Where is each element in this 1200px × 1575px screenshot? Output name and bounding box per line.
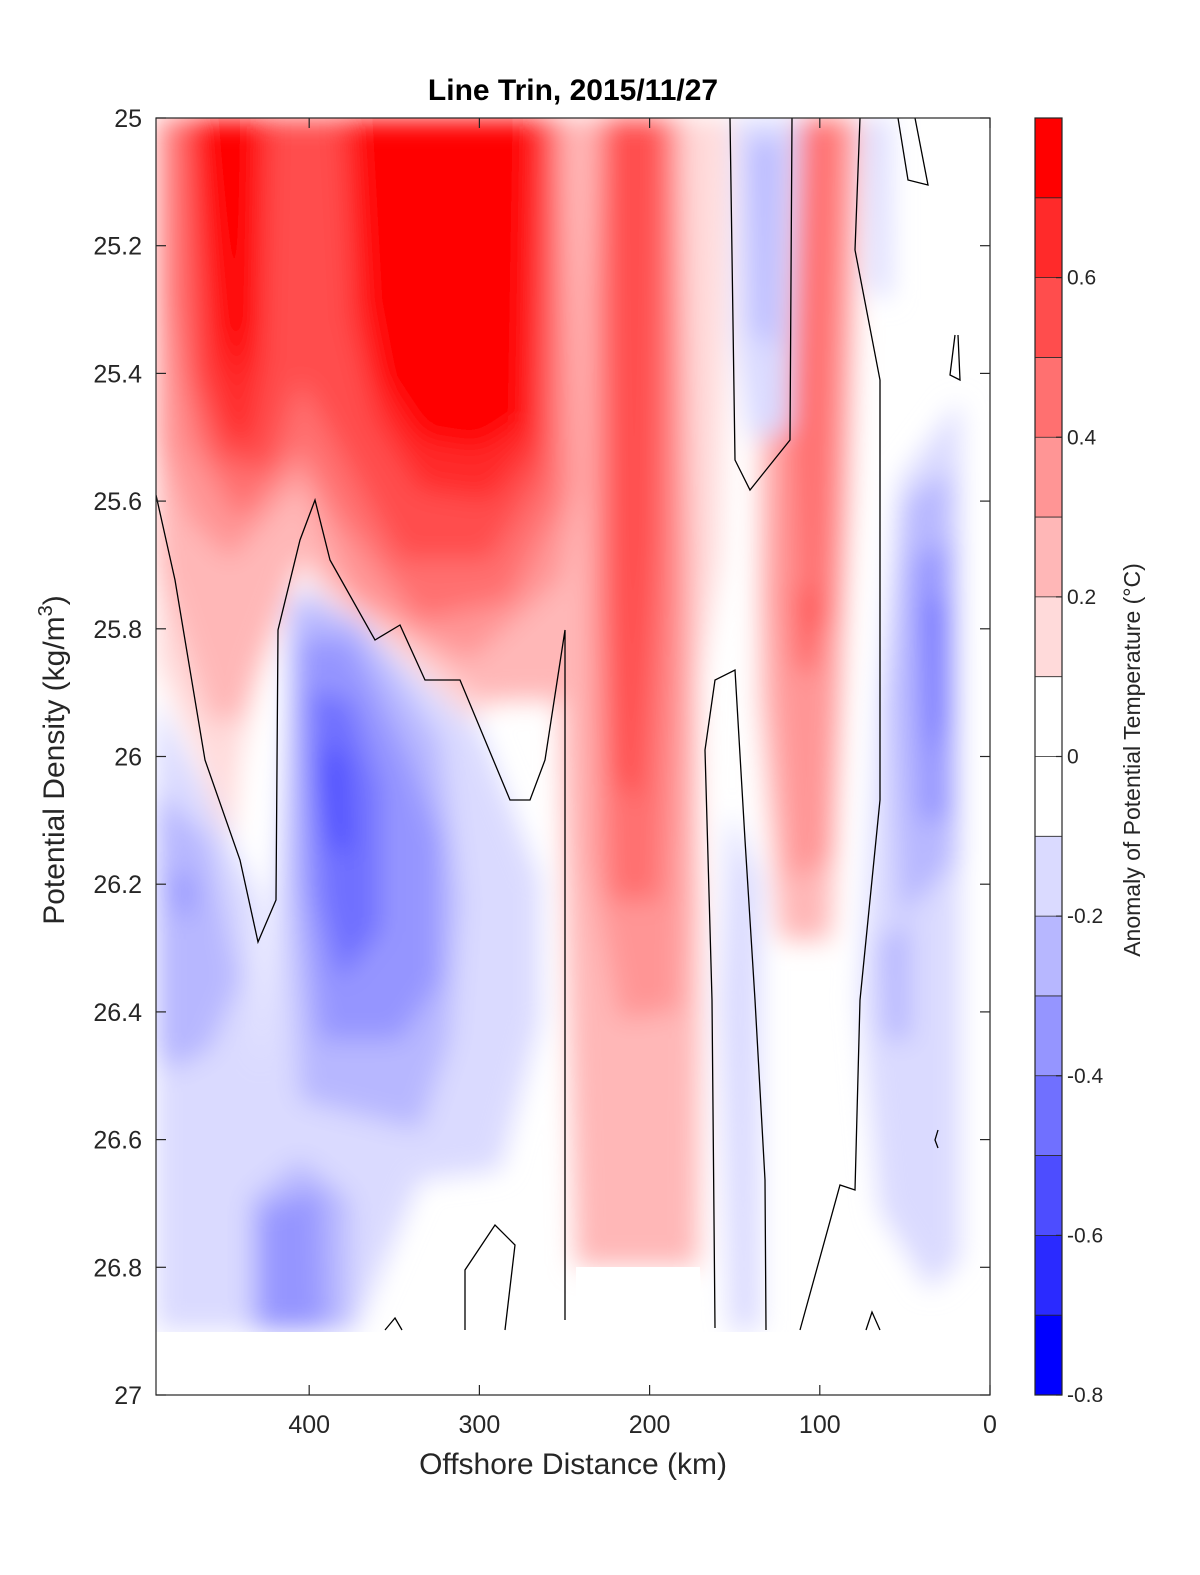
cold-region — [865, 118, 890, 300]
y-tick-label: 26.8 — [93, 1254, 142, 1282]
y-axis-label-main: Potential Density (kg/m — [38, 616, 71, 924]
warm-region — [790, 118, 840, 660]
warm-region — [795, 590, 815, 670]
no-data-region — [156, 1332, 990, 1395]
colorbar-band — [1035, 437, 1062, 518]
colorbar-band — [1035, 676, 1062, 757]
cold-region — [320, 740, 350, 850]
x-tick-label: 300 — [459, 1411, 501, 1439]
cold-region — [720, 810, 760, 1330]
colorbar-label: Anomaly of Potential Temperature (°C) — [1119, 563, 1145, 957]
colorbar-band — [1035, 1155, 1062, 1236]
colorbar-band — [1035, 517, 1062, 598]
colorbar-ticks: 0.6 0.4 0.2 0 -0.2 -0.4 -0.6 -0.8 — [1056, 267, 1104, 1407]
cold-region — [156, 790, 240, 1070]
plot-area — [156, 118, 990, 1395]
contour-line — [865, 1310, 881, 1331]
colorbar-tick-label: 0.2 — [1067, 586, 1096, 609]
colorbar-band — [1035, 197, 1062, 279]
contour-line — [949, 334, 961, 382]
colorbar-tick-label: 0 — [1067, 746, 1079, 769]
y-axis: 25 25.2 25.4 25.6 25.8 26 26.2 26.4 26.6 26.8 27 — [93, 105, 990, 1410]
contour-line — [704, 668, 767, 1331]
x-tick-label: 200 — [629, 1411, 671, 1439]
warm-region — [200, 118, 258, 380]
anomaly-field — [156, 118, 960, 1330]
zero-contours — [156, 118, 961, 1331]
x-axis: 400 300 200 100 0 — [288, 118, 997, 1439]
warm-region — [610, 118, 660, 800]
colorbar-tick-label: -0.4 — [1067, 1065, 1104, 1088]
cold-region — [260, 1190, 325, 1330]
y-tick-label: 26.2 — [93, 871, 142, 899]
colorbar-band — [1035, 995, 1062, 1077]
y-tick-label: 25.2 — [93, 233, 142, 261]
warm-region — [355, 118, 530, 450]
colorbar-band — [1035, 756, 1062, 837]
y-tick-label: 25 — [114, 105, 142, 133]
colorbar-band — [1035, 836, 1062, 917]
contour-line — [729, 118, 793, 492]
x-axis-label: Offshore Distance (km) — [419, 1448, 727, 1481]
colorbar-band — [1035, 118, 1062, 199]
y-tick-label: 25.8 — [93, 616, 142, 644]
y-tick-label: 26.4 — [93, 999, 142, 1027]
colorbar-band — [1035, 277, 1062, 358]
colorbar-tick-label: -0.8 — [1067, 1384, 1103, 1407]
x-tick-label: 400 — [288, 1411, 330, 1439]
chart-title: Line Trin, 2015/11/27 — [428, 74, 718, 107]
colorbar-band — [1035, 1075, 1062, 1157]
y-axis-label-close: ) — [38, 595, 71, 605]
contour-line — [464, 1223, 516, 1331]
y-axis-label: Potential Density (kg/m3) — [35, 595, 71, 925]
contour-line — [934, 1129, 939, 1149]
colorbar-tick-label: 0.6 — [1067, 267, 1096, 290]
cold-region — [925, 600, 945, 760]
contour-line — [897, 118, 929, 186]
x-tick-label: 0 — [983, 1411, 997, 1439]
x-tick-label: 100 — [799, 1411, 841, 1439]
colorbar-band — [1035, 357, 1062, 438]
y-tick-label: 25.6 — [93, 488, 142, 516]
y-tick-label: 25.4 — [93, 360, 142, 388]
colorbar-tick-label: -0.6 — [1067, 1224, 1103, 1247]
colorbar-band — [1035, 596, 1062, 678]
colorbar — [1035, 118, 1062, 1396]
y-tick-label: 27 — [114, 1382, 142, 1410]
y-axis-label-superscript: 3 — [35, 605, 57, 616]
colorbar-band — [1035, 916, 1062, 997]
no-data-region — [576, 1267, 702, 1332]
cold-region — [880, 920, 910, 1040]
colorbar-tick-label: 0.4 — [1067, 426, 1097, 449]
y-tick-label: 26.6 — [93, 1127, 142, 1155]
contour-line — [384, 1316, 403, 1331]
cold-region — [170, 870, 195, 920]
contour-line — [799, 118, 881, 1331]
cold-region — [750, 140, 780, 350]
contour-line — [156, 494, 566, 1320]
warm-region — [620, 160, 640, 340]
colorbar-tick-label: -0.2 — [1067, 905, 1103, 928]
y-tick-label: 26 — [114, 744, 142, 772]
colorbar-band — [1035, 1235, 1062, 1316]
colorbar-band — [1035, 1315, 1062, 1396]
